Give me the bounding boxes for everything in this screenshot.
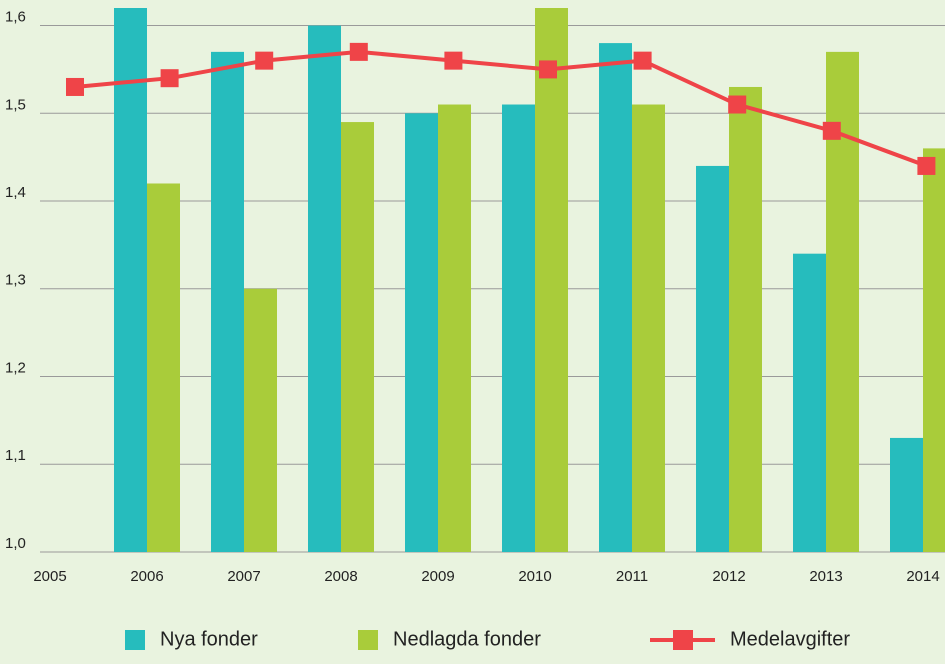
x-tick-label: 2014 [906,568,939,585]
line-marker [66,77,84,96]
line-marker [917,156,936,175]
bar [632,104,665,552]
line [74,49,928,168]
plot-area [66,8,945,552]
x-tick-label: 2007 [227,568,260,585]
line-marker [160,69,179,88]
bar [535,8,568,552]
x-tick-label: 2011 [616,568,648,585]
bar [341,122,374,552]
y-tick-label: 1,2 [5,359,26,376]
line-marker [728,95,747,114]
x-tick-label: 2008 [324,568,357,585]
y-tick-label: 1,3 [5,272,26,289]
bar [405,113,438,552]
x-tick-label: 2006 [130,568,163,585]
x-tick-label: 2010 [518,568,551,585]
bar [729,86,762,552]
bar [793,253,826,552]
y-tick-label: 1,1 [5,447,26,464]
y-tick-label: 1,4 [5,184,26,201]
line-marker [539,60,557,79]
bar [696,165,729,552]
line-marker [633,51,652,70]
legend-label: Nedlagda fonder [393,628,541,650]
legend-swatch [358,630,378,650]
line-marker [444,51,463,70]
y-tick-label: 1,6 [5,9,26,26]
line-marker [255,51,274,70]
y-tick-label: 1,0 [5,535,26,552]
legend-swatch [673,630,693,650]
x-tick-label: 2009 [421,568,454,585]
line-marker [349,42,368,61]
bar [244,288,277,552]
legend-label: Nya fonder [160,628,258,650]
x-tick-label: 2012 [712,568,745,585]
y-tick-label: 1,5 [5,96,26,113]
legend-label: Medelavgifter [730,628,850,650]
bar [308,25,341,552]
bar [147,183,180,552]
bar [211,51,244,552]
line-marker [822,121,841,140]
bar [923,148,945,552]
bar [114,8,147,552]
bar [502,104,535,552]
x-tick-label: 2013 [809,568,842,585]
bar [599,43,632,552]
bar [890,437,923,552]
legend-swatch [125,630,145,650]
bar [438,104,471,552]
x-tick-label: 2005 [33,568,66,585]
